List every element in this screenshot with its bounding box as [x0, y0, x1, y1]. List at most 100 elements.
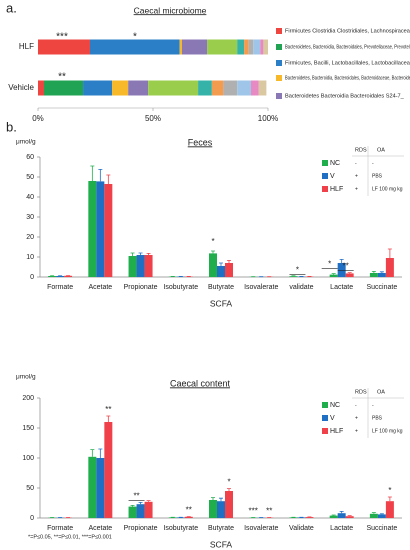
legend-swatch [276, 93, 282, 99]
bar [289, 276, 298, 277]
legend-swatch [322, 428, 328, 434]
legend-cell: - [355, 160, 357, 166]
legend-swatch [276, 44, 282, 50]
significance: ** [186, 506, 192, 515]
x-tick-label: Butyrate [208, 525, 234, 532]
error-bar [387, 496, 392, 502]
bar [56, 276, 65, 277]
x-axis-label: SCFA [210, 539, 233, 549]
y-tick-label: 0 [30, 515, 34, 522]
y-axis-label: μmol/g [16, 139, 36, 146]
x-tick-label: Lactate [330, 525, 353, 532]
legend-cell: - [372, 160, 374, 166]
bar-segment [83, 80, 113, 96]
legend-header: RDS [355, 389, 367, 395]
significance: * [211, 237, 214, 246]
bar [225, 263, 233, 277]
legend-cell: + [355, 415, 358, 421]
bar [176, 517, 185, 518]
bar [385, 258, 394, 277]
bar-segment [237, 39, 245, 55]
error-bar [347, 272, 352, 274]
x-axis-label: SCFA [210, 298, 233, 308]
bar [144, 501, 153, 518]
bar [209, 253, 217, 277]
error-bar [227, 488, 231, 491]
significance: ** [266, 507, 272, 516]
bar-segment [250, 80, 259, 96]
x-tick-label: Isobutyrate [163, 284, 198, 291]
footnote: *=P≤0.05, **=P≤0.01, ***=P≤0.001 [28, 534, 112, 540]
x-tick-label: Lactate [330, 284, 353, 291]
bar [104, 184, 113, 277]
y-tick-label: 100 [22, 455, 34, 462]
error-bar [130, 505, 135, 507]
error-bar [211, 497, 215, 500]
x-tick-label: Acetate [88, 525, 112, 532]
bar [64, 275, 73, 277]
y-tick-label: 20 [26, 234, 34, 241]
legend-cell: PBS [372, 173, 383, 179]
bar [345, 516, 354, 518]
x-tick-label: Propionate [124, 525, 158, 532]
significance: * [328, 260, 331, 269]
error-bar [331, 273, 336, 275]
x-tick-label: Isovalerate [244, 284, 278, 291]
x-tick-label: 100% [258, 114, 278, 123]
legend-label: V [330, 173, 335, 180]
bar [96, 458, 105, 518]
legend-label: Bacteroidetes, Bacteroidia, Bacteroidale… [285, 75, 410, 81]
legend-cell: PBS [372, 415, 383, 421]
bar [337, 513, 346, 518]
y-tick-label: 50 [26, 485, 34, 492]
bar [104, 422, 113, 518]
error-bar [387, 248, 392, 258]
error-bar [130, 252, 135, 256]
bar-segment [244, 39, 249, 55]
legend-swatch [276, 28, 282, 34]
bar-segment [148, 80, 199, 96]
bar [297, 517, 306, 518]
y-tick-label: 150 [22, 425, 34, 432]
x-tick-label: Validate [289, 525, 314, 532]
bar [96, 181, 105, 277]
error-bar [211, 250, 215, 254]
x-tick-label: Isobutyrate [163, 525, 198, 532]
significance: * [227, 478, 230, 487]
chart-title: Feces [188, 137, 213, 147]
bar-segment [207, 39, 238, 55]
legend-cell: + [355, 173, 358, 179]
bar [329, 274, 338, 277]
legend-swatch [322, 415, 328, 421]
x-tick-label: 50% [145, 114, 161, 123]
error-bar [138, 252, 143, 255]
bar [345, 273, 354, 277]
chart-title: Caecal microbiome [134, 5, 207, 15]
legend-label: V [330, 415, 335, 422]
legend-label: Bacteroidetes, Bacteroidia, Bacteroidale… [285, 44, 410, 50]
legend-header: OA [377, 389, 385, 395]
significance: *** [249, 507, 258, 516]
error-bar [379, 271, 384, 273]
bar [289, 517, 298, 518]
legend-cell: LF 100 mg kg [372, 428, 403, 434]
legend-swatch [322, 160, 328, 166]
legend-cell: - [372, 402, 374, 408]
y-tick-label: 40 [26, 194, 34, 201]
bar-segment [181, 39, 208, 55]
panel-label: b. [6, 119, 17, 134]
y-tick-label: 30 [26, 214, 34, 221]
bar-segment [198, 80, 212, 96]
legend-label: Bacteroidetes Bacteroidia Bacteroidales … [285, 93, 405, 99]
x-tick-label: Formate [47, 284, 73, 291]
bar [377, 273, 386, 277]
bar-segment [38, 80, 44, 96]
legend-label: NC [330, 160, 340, 167]
bar [128, 506, 137, 518]
bar [136, 255, 145, 277]
x-tick-label: 0% [32, 114, 44, 123]
y-tick-label: 60 [26, 154, 34, 161]
legend-label: NC [330, 402, 340, 409]
legend-swatch [276, 75, 282, 81]
error-bar [219, 262, 223, 266]
